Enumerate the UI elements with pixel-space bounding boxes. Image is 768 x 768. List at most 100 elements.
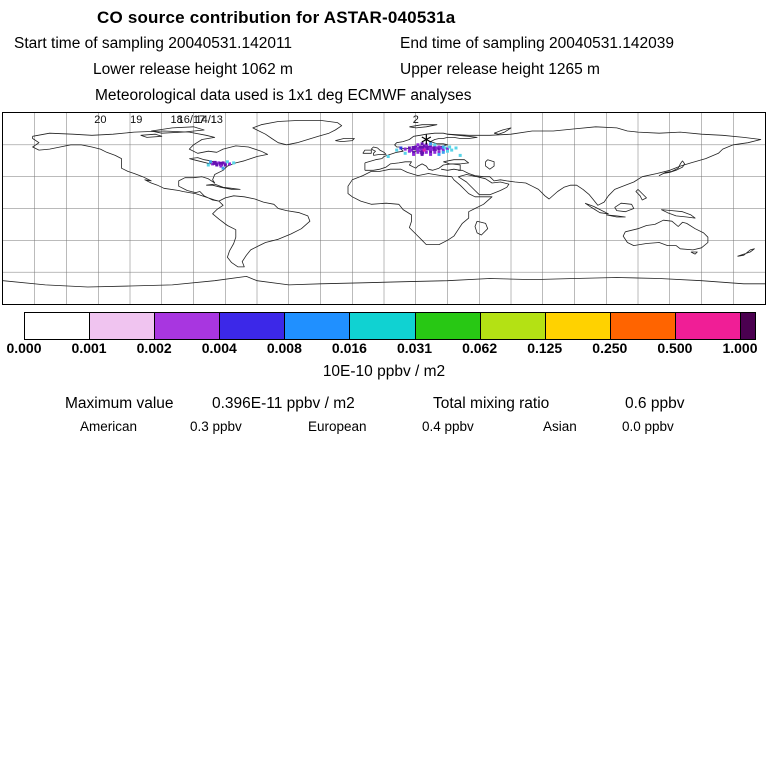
colorbar-cell — [414, 313, 480, 339]
colorbar-cell — [609, 313, 675, 339]
contribution-pixel — [420, 150, 425, 155]
contribution-pixel — [228, 162, 231, 166]
colorbar-cell — [349, 313, 415, 339]
contribution-pixel — [206, 163, 210, 167]
contribution-pixel — [441, 145, 445, 149]
contribution-pixel — [454, 146, 458, 150]
coastline — [364, 132, 478, 164]
contribution-pixel — [428, 147, 433, 152]
contribution-pixel — [412, 150, 416, 154]
european-label: European — [308, 419, 367, 434]
coastline — [658, 160, 685, 176]
colorbar-tick-label: 1.000 — [722, 340, 758, 356]
coastline — [737, 248, 755, 257]
start-time-text: Start time of sampling 20040531.142011 — [14, 35, 293, 52]
contribution-pixel — [433, 143, 437, 147]
trajectory-day-label: 2 — [413, 114, 419, 126]
coastline — [606, 214, 626, 218]
colorbar-cell — [25, 313, 90, 339]
coastline — [635, 189, 647, 201]
colorbar-cell — [674, 313, 741, 339]
coastline — [362, 149, 372, 154]
contribution-pixel — [424, 147, 428, 151]
colorbar-cell — [154, 313, 220, 339]
coastline — [443, 159, 470, 165]
contribution-pixel — [399, 146, 403, 150]
coastline — [151, 126, 205, 134]
contribution-pixel — [221, 161, 225, 165]
coastline — [457, 174, 510, 196]
coastline — [2, 275, 765, 288]
trajectory-day-label: 19 — [130, 114, 142, 126]
max-value: 0.396E-11 ppbv / m2 — [212, 395, 355, 412]
contribution-pixel — [386, 155, 390, 158]
contribution-pixel — [433, 150, 437, 154]
contribution-pixel — [403, 151, 407, 155]
contribution-pixel — [217, 161, 221, 165]
contribution-pixel — [437, 145, 441, 149]
contribution-pixel — [418, 145, 422, 149]
lower-release-text: Lower release height 1062 m — [93, 61, 293, 78]
contribution-pixel — [215, 163, 219, 167]
trajectory-day-label: 20 — [94, 114, 106, 126]
contribution-pixel — [407, 146, 411, 150]
coastline — [32, 130, 269, 202]
american-value: 0.3 ppbv — [190, 419, 242, 434]
contribution-pixel — [437, 152, 441, 156]
colorbar-cell — [544, 313, 610, 339]
coastline — [370, 146, 387, 156]
trajectory-day-label: 16/17 — [178, 114, 206, 126]
coastline — [690, 251, 698, 255]
coastline — [584, 202, 609, 215]
contribution-pixel — [422, 148, 426, 152]
colorbar-cell — [284, 313, 350, 339]
world-map: 20 19 18 16/17 14/1 13 2 — [2, 112, 766, 305]
colorbar-cell — [479, 313, 545, 339]
contribution-pixel — [403, 147, 407, 151]
contribution-pixel — [458, 153, 462, 157]
contribution-pixel — [420, 146, 425, 150]
max-value-label: Maximum value — [65, 395, 174, 412]
contribution-pixel — [426, 146, 431, 150]
contribution-pixel — [450, 148, 454, 152]
coastline — [474, 220, 489, 236]
coastline — [409, 124, 438, 129]
contribution-pixel — [429, 142, 433, 146]
contribution-pixel — [448, 145, 452, 149]
contribution-pixel — [435, 146, 439, 150]
release-marker — [421, 136, 432, 143]
coastline — [614, 202, 635, 213]
contribution-pixel — [429, 145, 433, 149]
colorbar-overflow-cell — [740, 313, 756, 339]
contribution-pixel — [212, 160, 217, 165]
contribution-pixel — [412, 152, 416, 156]
contribution-pixel — [411, 146, 416, 150]
coastline — [661, 209, 696, 219]
colorbar-tick-label: 0.031 — [397, 340, 433, 356]
end-time-text: End time of sampling 20040531.142039 — [400, 35, 675, 52]
contribution-pixel — [446, 149, 449, 153]
contribution-pixel — [420, 148, 424, 152]
coastline — [212, 195, 311, 268]
met-data-text: Meteorological data used is 1x1 deg ECMW… — [95, 87, 472, 104]
contribution-pixel — [221, 166, 225, 170]
contribution-pixel — [441, 148, 445, 152]
colorbar-units: 10E-10 ppbv / m2 — [322, 363, 446, 380]
page-title: CO source contribution for ASTAR-040531a — [97, 8, 456, 27]
contribution-pixel — [415, 147, 420, 152]
contribution-pixel — [433, 145, 437, 149]
contribution-pixel — [420, 142, 424, 146]
contribution-pixel — [407, 149, 411, 153]
coastline — [252, 120, 343, 146]
contribution-pixel — [429, 152, 433, 156]
contribution-pixel — [219, 161, 223, 166]
contribution-pixel — [395, 148, 399, 152]
contribution-pixel — [208, 160, 212, 164]
coastline — [206, 183, 241, 190]
total-mixing-ratio-value: 0.6 ppbv — [625, 395, 685, 412]
european-value: 0.4 ppbv — [422, 419, 474, 434]
colorbar-tick-label: 0.002 — [136, 340, 172, 356]
contribution-pixel — [424, 143, 428, 147]
contribution-pixel — [437, 147, 441, 151]
